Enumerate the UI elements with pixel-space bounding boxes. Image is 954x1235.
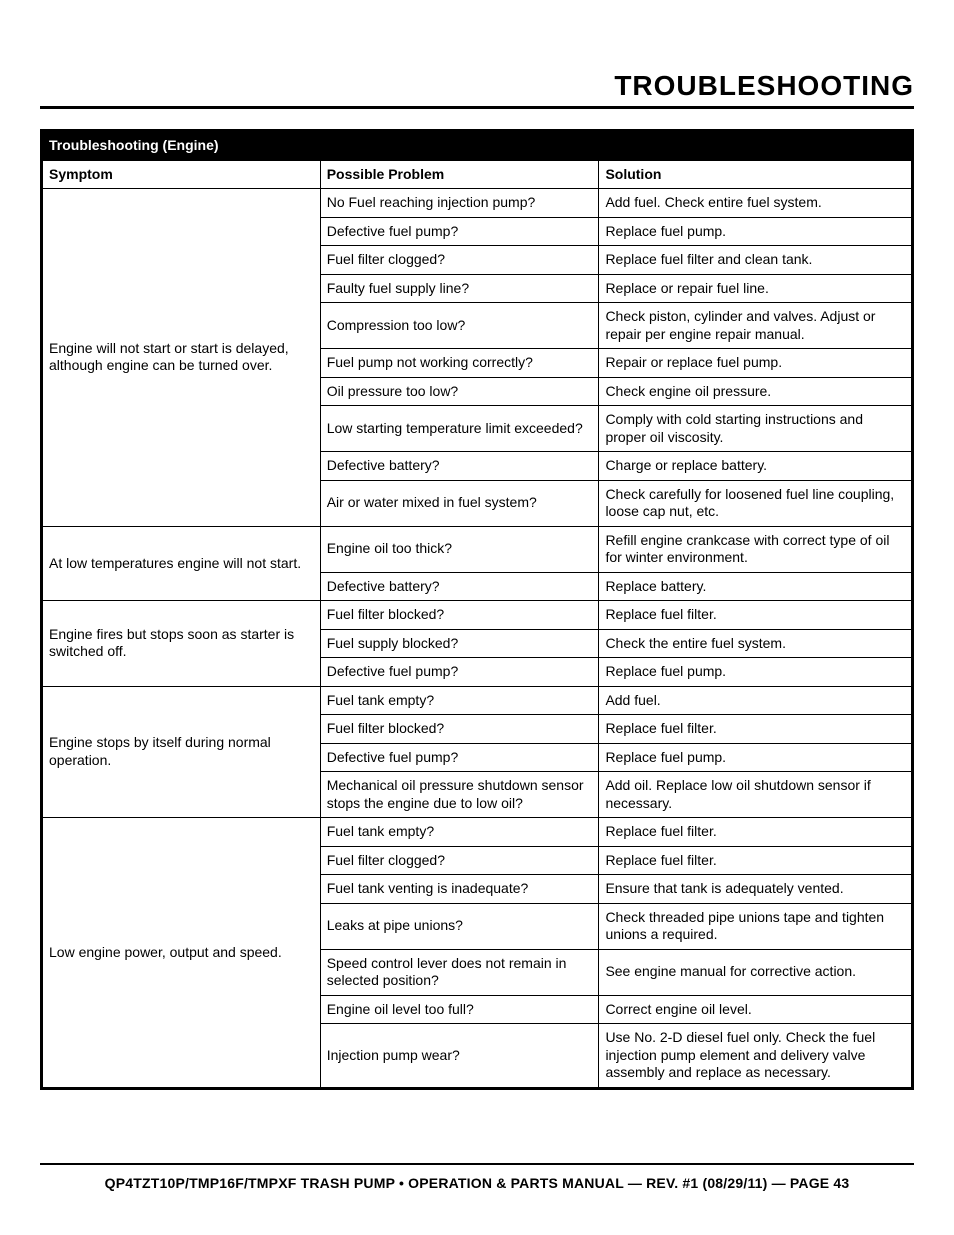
- solution-cell: Check carefully for loosened fuel line c…: [599, 480, 913, 526]
- problem-cell: Low starting temperature limit exceeded?: [320, 406, 599, 452]
- problem-cell: Injection pump wear?: [320, 1024, 599, 1089]
- col-header-symptom: Symptom: [42, 160, 321, 189]
- solution-cell: Correct engine oil level.: [599, 995, 913, 1024]
- problem-cell: Faulty fuel supply line?: [320, 274, 599, 303]
- table-row: Low engine power, output and speed.Fuel …: [42, 818, 913, 847]
- symptom-cell: Engine fires but stops soon as starter i…: [42, 601, 321, 687]
- solution-cell: Add oil. Replace low oil shutdown sensor…: [599, 772, 913, 818]
- problem-cell: Fuel supply blocked?: [320, 629, 599, 658]
- solution-cell: Replace or repair fuel line.: [599, 274, 913, 303]
- symptom-cell: Low engine power, output and speed.: [42, 818, 321, 1089]
- problem-cell: Fuel filter blocked?: [320, 715, 599, 744]
- solution-cell: Replace fuel pump.: [599, 658, 913, 687]
- solution-cell: Replace fuel pump.: [599, 217, 913, 246]
- table-caption: Troubleshooting (Engine): [42, 131, 913, 161]
- col-header-problem: Possible Problem: [320, 160, 599, 189]
- footer-rule: [40, 1163, 914, 1165]
- solution-cell: Check the entire fuel system.: [599, 629, 913, 658]
- solution-cell: Check piston, cylinder and valves. Adjus…: [599, 303, 913, 349]
- problem-cell: Defective battery?: [320, 452, 599, 481]
- solution-cell: Refill engine crankcase with correct typ…: [599, 526, 913, 572]
- problem-cell: Engine oil level too full?: [320, 995, 599, 1024]
- problem-cell: Fuel pump not working correctly?: [320, 349, 599, 378]
- problem-cell: Fuel tank empty?: [320, 818, 599, 847]
- page-footer: QP4TZT10P/TMP16F/TMPXF TRASH PUMP • OPER…: [40, 1175, 914, 1191]
- table-row: At low temperatures engine will not star…: [42, 526, 913, 572]
- solution-cell: Replace fuel filter.: [599, 846, 913, 875]
- col-header-solution: Solution: [599, 160, 913, 189]
- problem-cell: Fuel tank venting is inadequate?: [320, 875, 599, 904]
- problem-cell: Leaks at pipe unions?: [320, 903, 599, 949]
- solution-cell: Ensure that tank is adequately vented.: [599, 875, 913, 904]
- solution-cell: Charge or replace battery.: [599, 452, 913, 481]
- solution-cell: Check threaded pipe unions tape and tigh…: [599, 903, 913, 949]
- solution-cell: Replace fuel pump.: [599, 743, 913, 772]
- solution-cell: Replace fuel filter.: [599, 715, 913, 744]
- problem-cell: Fuel tank empty?: [320, 686, 599, 715]
- problem-cell: Fuel filter blocked?: [320, 601, 599, 630]
- troubleshooting-table: Troubleshooting (Engine) Symptom Possibl…: [40, 129, 914, 1090]
- symptom-cell: At low temperatures engine will not star…: [42, 526, 321, 601]
- problem-cell: Defective fuel pump?: [320, 217, 599, 246]
- page-title: TROUBLESHOOTING: [40, 70, 914, 102]
- problem-cell: Fuel filter clogged?: [320, 846, 599, 875]
- table-row: Engine will not start or start is delaye…: [42, 189, 913, 218]
- problem-cell: No Fuel reaching injection pump?: [320, 189, 599, 218]
- solution-cell: Replace fuel filter.: [599, 818, 913, 847]
- problem-cell: Fuel filter clogged?: [320, 246, 599, 275]
- solution-cell: Add fuel. Check entire fuel system.: [599, 189, 913, 218]
- problem-cell: Speed control lever does not remain in s…: [320, 949, 599, 995]
- problem-cell: Air or water mixed in fuel system?: [320, 480, 599, 526]
- solution-cell: Replace battery.: [599, 572, 913, 601]
- symptom-cell: Engine stops by itself during normal ope…: [42, 686, 321, 818]
- solution-cell: Replace fuel filter.: [599, 601, 913, 630]
- problem-cell: Defective fuel pump?: [320, 658, 599, 687]
- problem-cell: Engine oil too thick?: [320, 526, 599, 572]
- problem-cell: Compression too low?: [320, 303, 599, 349]
- solution-cell: Use No. 2-D diesel fuel only. Check the …: [599, 1024, 913, 1089]
- solution-cell: Check engine oil pressure.: [599, 377, 913, 406]
- problem-cell: Mechanical oil pressure shutdown sensor …: [320, 772, 599, 818]
- table-row: Engine stops by itself during normal ope…: [42, 686, 913, 715]
- solution-cell: Add fuel.: [599, 686, 913, 715]
- problem-cell: Defective fuel pump?: [320, 743, 599, 772]
- title-rule: [40, 106, 914, 109]
- table-row: Engine fires but stops soon as starter i…: [42, 601, 913, 630]
- solution-cell: Comply with cold starting instructions a…: [599, 406, 913, 452]
- solution-cell: Replace fuel filter and clean tank.: [599, 246, 913, 275]
- symptom-cell: Engine will not start or start is delaye…: [42, 189, 321, 527]
- solution-cell: See engine manual for corrective action.: [599, 949, 913, 995]
- problem-cell: Defective battery?: [320, 572, 599, 601]
- solution-cell: Repair or replace fuel pump.: [599, 349, 913, 378]
- problem-cell: Oil pressure too low?: [320, 377, 599, 406]
